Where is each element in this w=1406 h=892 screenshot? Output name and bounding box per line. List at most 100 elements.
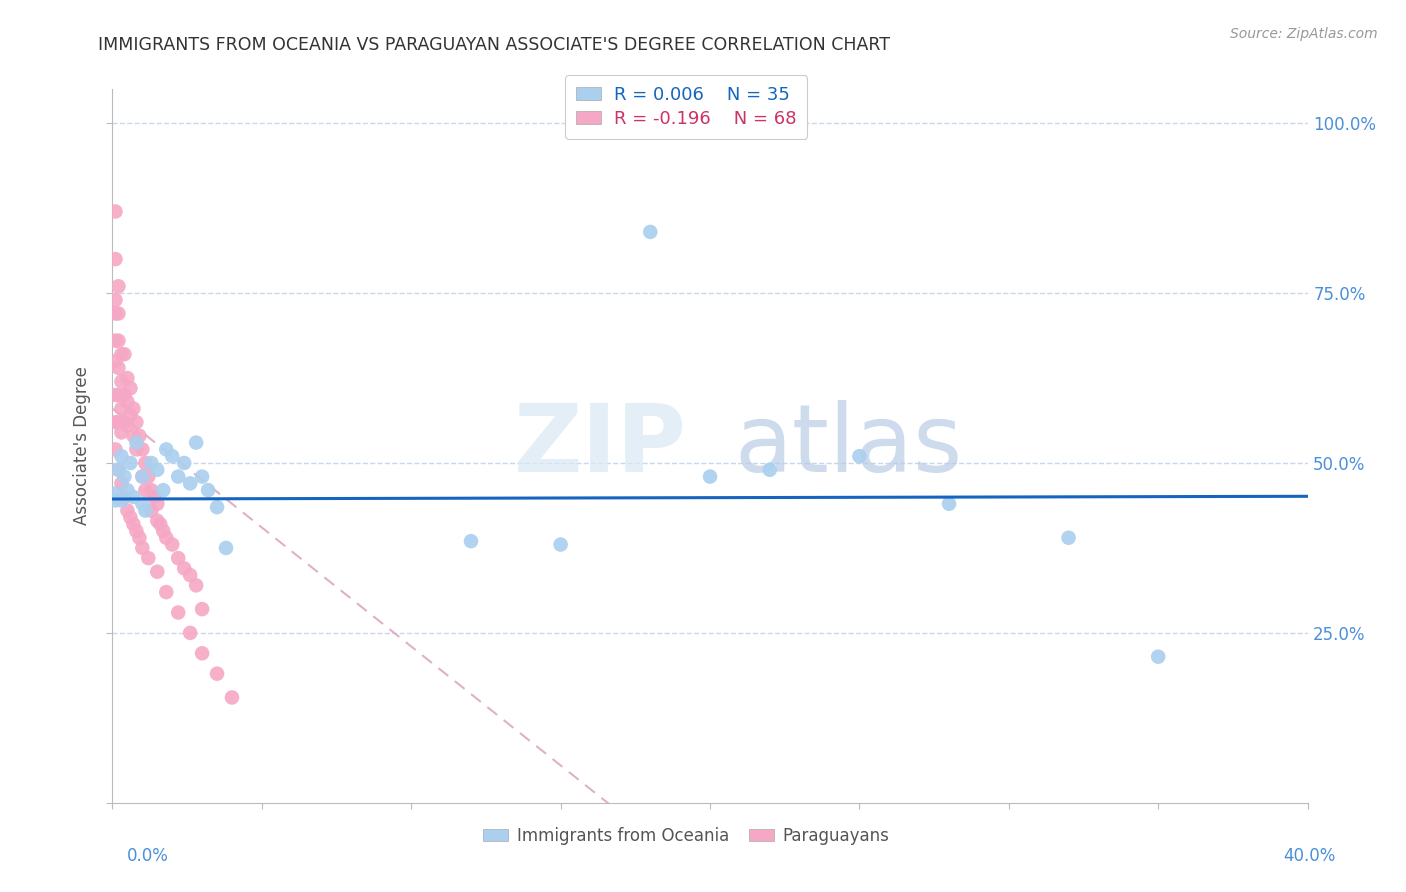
Point bbox=[114, 415, 135, 429]
Point bbox=[120, 510, 142, 524]
Point bbox=[146, 463, 169, 477]
Point bbox=[134, 456, 156, 470]
Point bbox=[104, 204, 127, 219]
Point bbox=[117, 418, 139, 433]
Point bbox=[131, 497, 153, 511]
Point bbox=[104, 252, 127, 266]
Point bbox=[107, 360, 129, 375]
Text: atlas: atlas bbox=[734, 400, 962, 492]
Point bbox=[167, 469, 190, 483]
Point bbox=[134, 503, 156, 517]
Point bbox=[146, 514, 169, 528]
Point bbox=[110, 476, 132, 491]
Point bbox=[215, 541, 238, 555]
Point bbox=[173, 456, 195, 470]
Point bbox=[131, 541, 153, 555]
Point bbox=[186, 578, 208, 592]
Point bbox=[114, 347, 135, 361]
Y-axis label: Associate's Degree: Associate's Degree bbox=[73, 367, 91, 525]
Point bbox=[167, 551, 190, 566]
Text: ZIP: ZIP bbox=[513, 400, 686, 492]
Point bbox=[131, 469, 153, 483]
Point bbox=[197, 483, 219, 498]
Point bbox=[114, 469, 135, 483]
Point bbox=[128, 531, 150, 545]
Point bbox=[107, 388, 129, 402]
Text: 0.0%: 0.0% bbox=[127, 847, 169, 865]
Point bbox=[107, 279, 129, 293]
Point bbox=[107, 306, 129, 320]
Point bbox=[107, 463, 129, 477]
Point bbox=[122, 401, 145, 416]
Point bbox=[179, 626, 201, 640]
Point bbox=[128, 429, 150, 443]
Point bbox=[117, 503, 139, 517]
Point bbox=[205, 666, 228, 681]
Point bbox=[138, 551, 160, 566]
Point bbox=[141, 483, 163, 498]
Point bbox=[152, 524, 174, 538]
Point bbox=[110, 449, 132, 463]
Point bbox=[143, 490, 166, 504]
Point bbox=[110, 425, 132, 440]
Point bbox=[104, 388, 127, 402]
Point bbox=[173, 561, 195, 575]
Point bbox=[104, 442, 127, 457]
Point bbox=[125, 524, 148, 538]
Point bbox=[155, 531, 177, 545]
Point bbox=[149, 517, 172, 532]
Text: IMMIGRANTS FROM OCEANIA VS PARAGUAYAN ASSOCIATE'S DEGREE CORRELATION CHART: IMMIGRANTS FROM OCEANIA VS PARAGUAYAN AS… bbox=[98, 36, 890, 54]
Point bbox=[104, 293, 127, 307]
Point bbox=[110, 401, 132, 416]
Point bbox=[1147, 649, 1170, 664]
Point bbox=[122, 490, 145, 504]
Point bbox=[125, 415, 148, 429]
Point bbox=[122, 429, 145, 443]
Point bbox=[146, 565, 169, 579]
Point bbox=[120, 381, 142, 395]
Point bbox=[205, 500, 228, 515]
Point bbox=[117, 394, 139, 409]
Point bbox=[104, 486, 127, 500]
Point bbox=[117, 371, 139, 385]
Point bbox=[107, 415, 129, 429]
Point bbox=[104, 306, 127, 320]
Point bbox=[191, 469, 214, 483]
Point bbox=[141, 503, 163, 517]
Point bbox=[640, 225, 662, 239]
Point bbox=[114, 490, 135, 504]
Point bbox=[122, 517, 145, 532]
Point bbox=[460, 534, 482, 549]
Point bbox=[131, 442, 153, 457]
Point bbox=[186, 435, 208, 450]
Point bbox=[134, 483, 156, 498]
Point bbox=[120, 456, 142, 470]
Point bbox=[114, 388, 135, 402]
Point bbox=[699, 469, 721, 483]
Point bbox=[191, 602, 214, 616]
Point bbox=[179, 476, 201, 491]
Point bbox=[131, 469, 153, 483]
Point bbox=[155, 442, 177, 457]
Point bbox=[152, 483, 174, 498]
Point bbox=[107, 463, 129, 477]
Point bbox=[110, 347, 132, 361]
Point bbox=[104, 493, 127, 508]
Point bbox=[104, 334, 127, 348]
Point bbox=[138, 469, 160, 483]
Point bbox=[179, 568, 201, 582]
Legend: Immigrants from Oceania, Paraguayans: Immigrants from Oceania, Paraguayans bbox=[477, 821, 896, 852]
Point bbox=[191, 646, 214, 660]
Point bbox=[141, 456, 163, 470]
Point bbox=[848, 449, 870, 463]
Text: Source: ZipAtlas.com: Source: ZipAtlas.com bbox=[1230, 27, 1378, 41]
Point bbox=[938, 497, 960, 511]
Point bbox=[1057, 531, 1080, 545]
Point bbox=[107, 334, 129, 348]
Point bbox=[125, 435, 148, 450]
Point bbox=[104, 354, 127, 368]
Point bbox=[146, 497, 169, 511]
Point bbox=[125, 442, 148, 457]
Point bbox=[162, 537, 183, 551]
Point bbox=[550, 537, 572, 551]
